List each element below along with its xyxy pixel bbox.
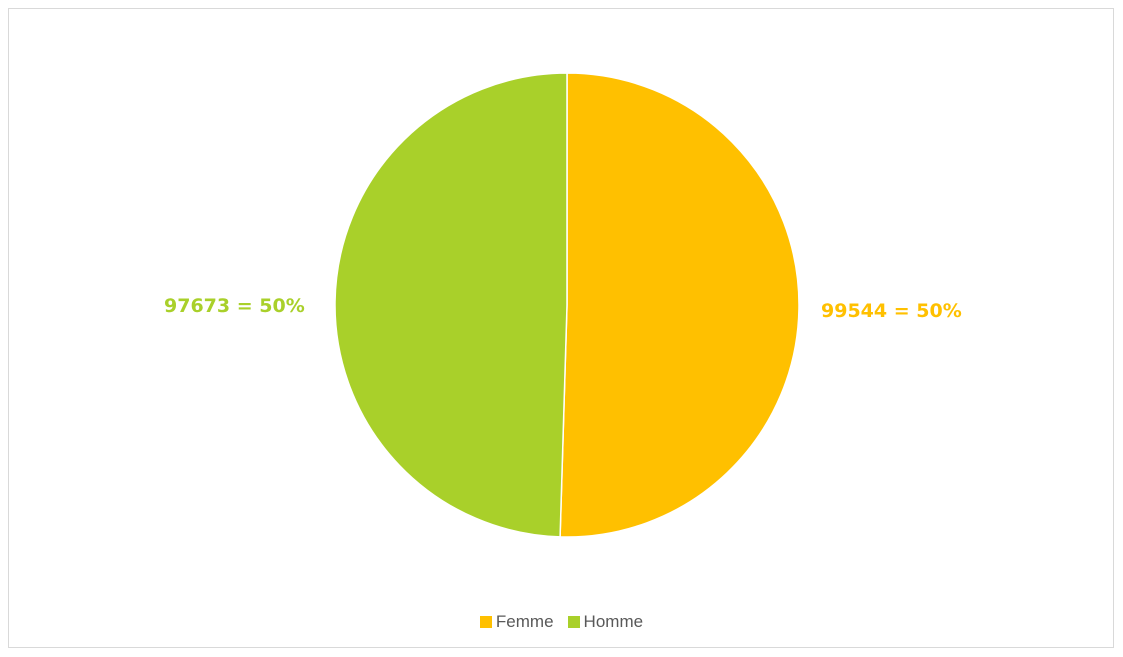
- pie-slice-homme: [334, 72, 568, 538]
- legend-item-homme: Homme: [567, 612, 644, 632]
- pie-slice-femme: [559, 72, 800, 538]
- legend: Femme Homme: [0, 612, 1123, 632]
- legend-swatch-femme: [479, 616, 492, 628]
- legend-swatch-homme: [567, 616, 580, 628]
- legend-label-femme: Femme: [495, 612, 554, 631]
- data-label-homme: 97673 = 50%: [164, 295, 305, 317]
- legend-item-femme: Femme: [479, 612, 554, 632]
- legend-label-homme: Homme: [583, 612, 644, 631]
- data-label-femme: 99544 = 50%: [821, 300, 962, 322]
